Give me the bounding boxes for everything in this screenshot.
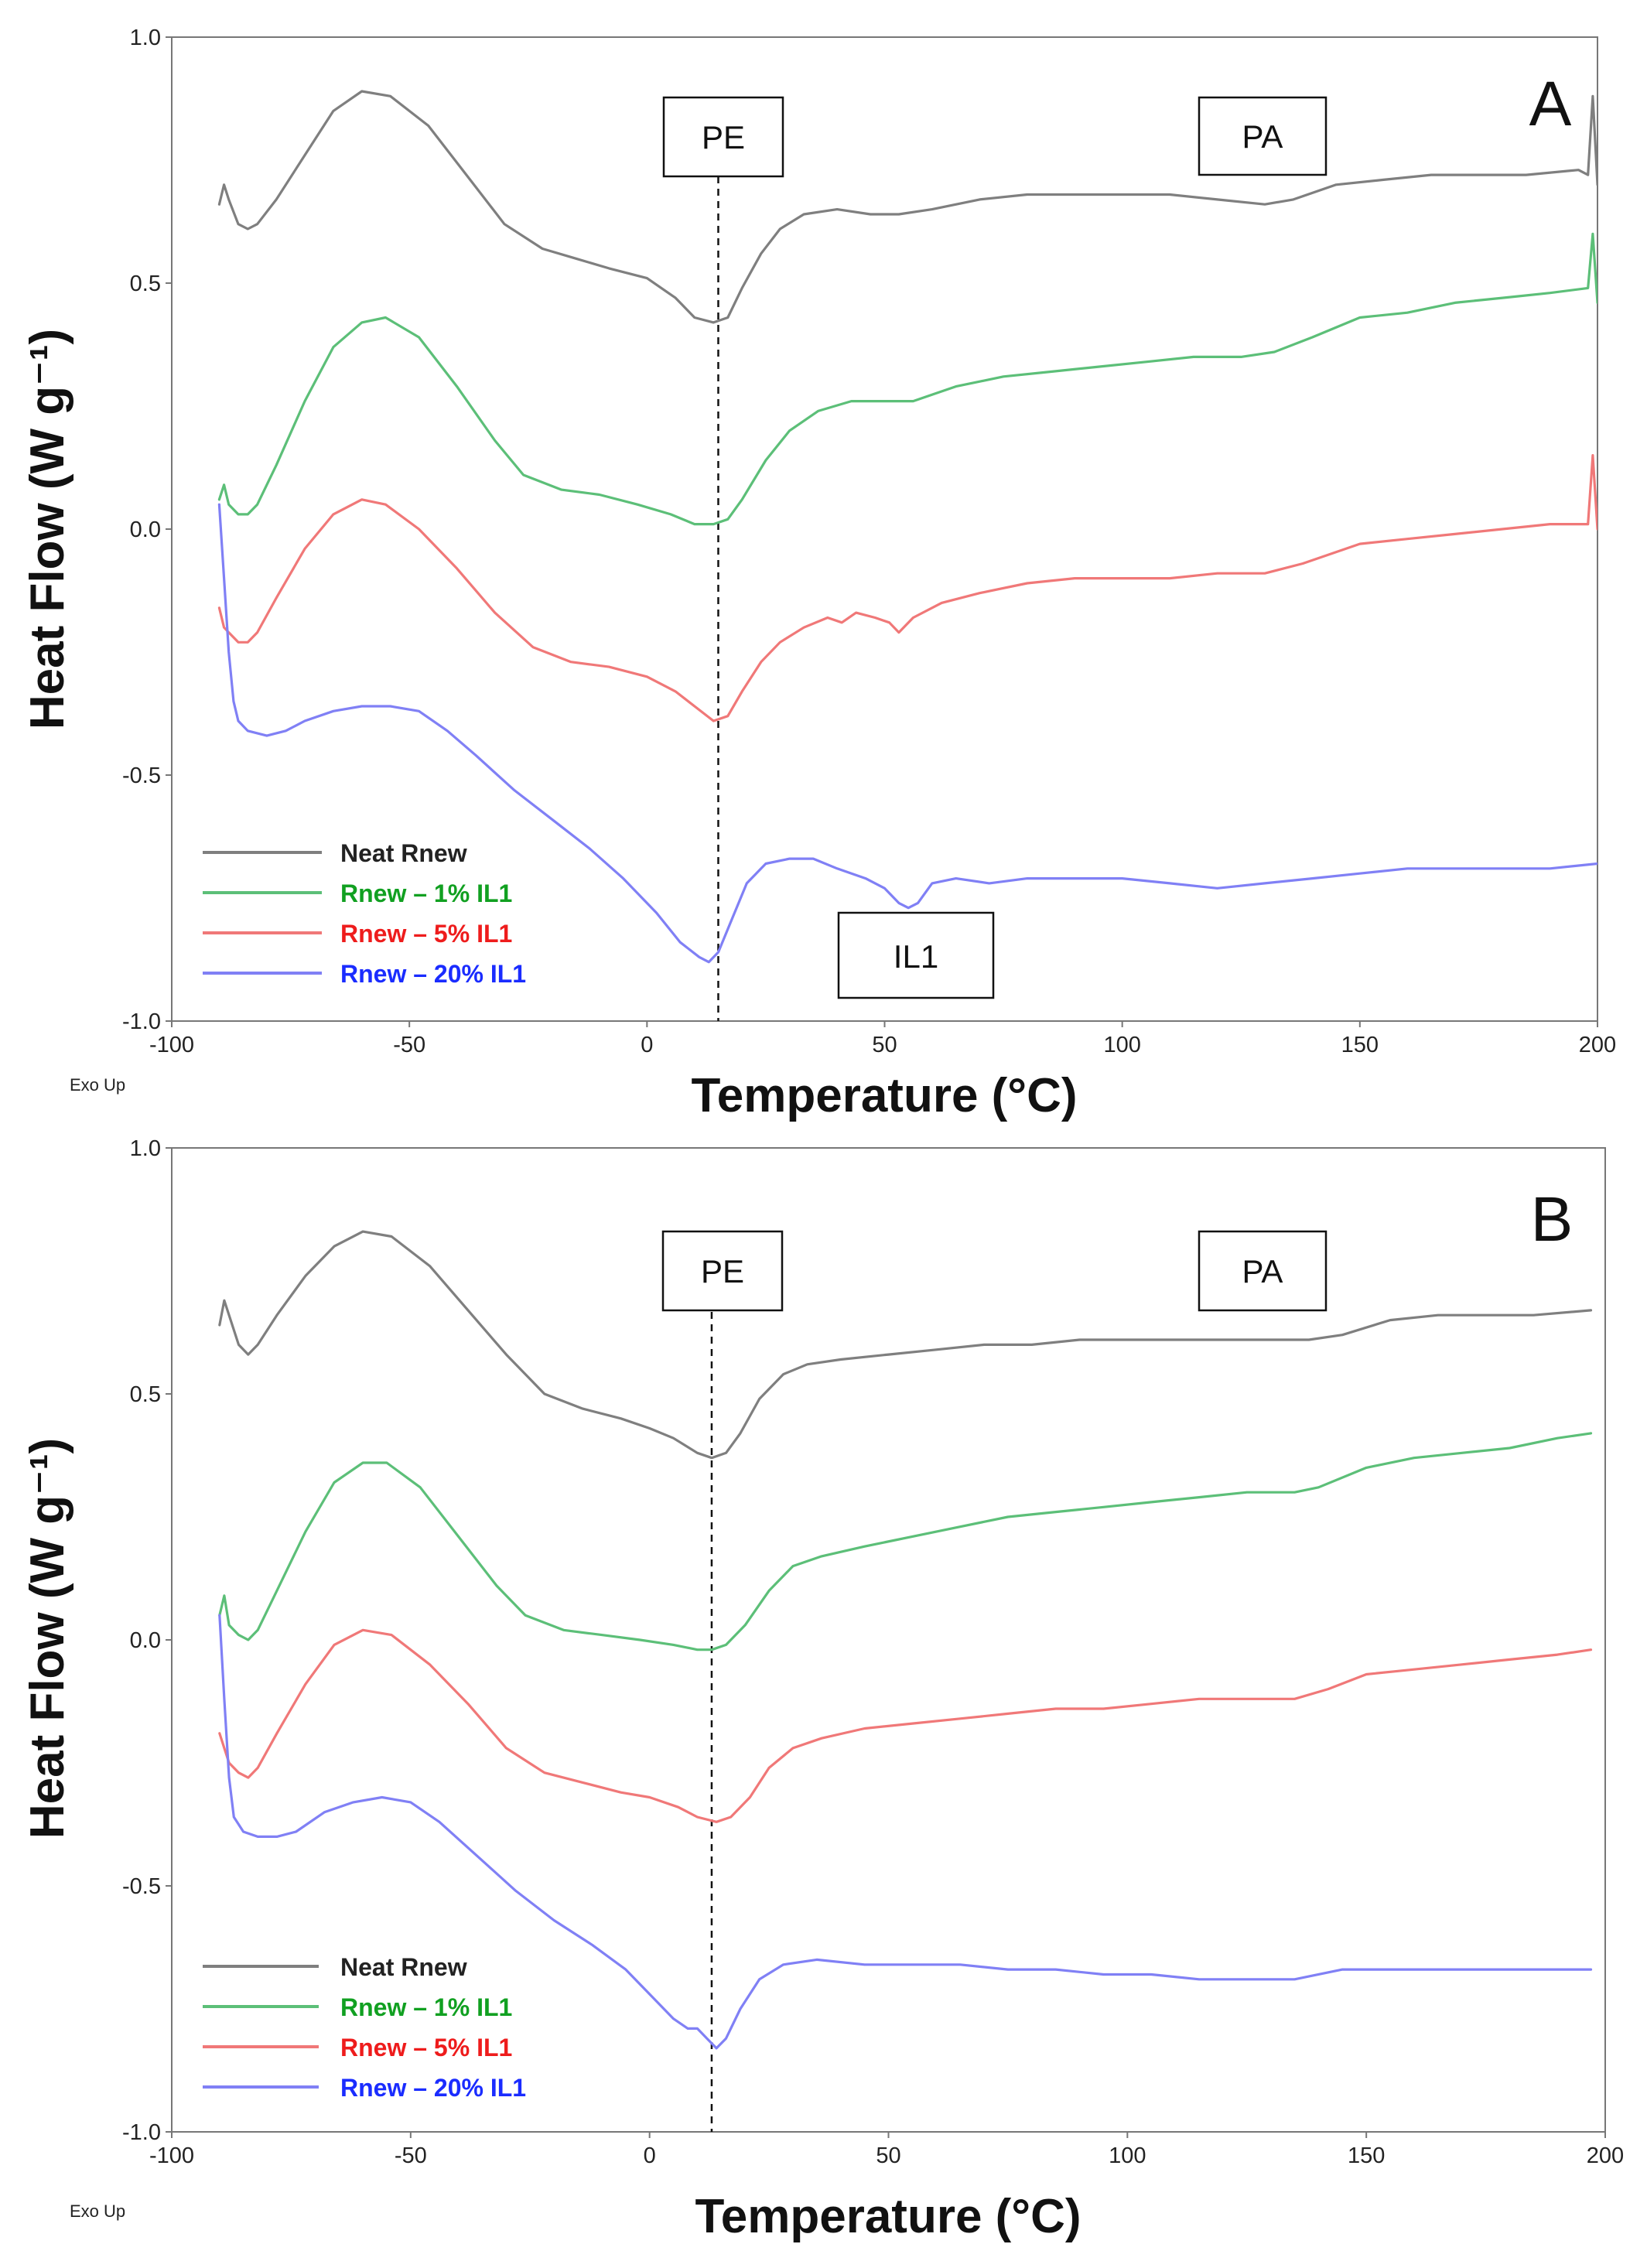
x-tick-label: 100 <box>1109 2143 1146 2168</box>
x-axis-ticks: -100 -50 0 50 100 150 200 <box>149 1021 1616 1057</box>
y-tick-label: 0.0 <box>130 517 161 542</box>
annotation-pa: PA <box>1198 96 1328 176</box>
series-neat-rnew <box>218 1230 1593 1460</box>
legend-label-5pct: Rnew – 5% IL1 <box>340 2034 512 2061</box>
series-rnew-5pct-il1 <box>218 1628 1593 1823</box>
svg-text:PE: PE <box>701 1253 744 1289</box>
legend-a: Neat Rnew Rnew – 1% IL1 Rnew – 5% IL1 Rn… <box>203 839 526 988</box>
legend-label-1pct: Rnew – 1% IL1 <box>340 1993 512 2021</box>
plot-frame <box>171 36 1598 1022</box>
x-tick-label: -100 <box>149 2143 194 2168</box>
series-rnew-1pct-il1 <box>217 232 1597 526</box>
series-neat-rnew <box>217 90 1597 324</box>
series-layer <box>217 90 1597 964</box>
y-axis-ticks: 1.0 0.5 0.0 -0.5 -1.0 <box>122 1136 172 2145</box>
annotation-il1: IL1 <box>837 911 995 999</box>
x-axis-ticks: -100 -50 0 50 100 150 200 <box>149 2132 1624 2168</box>
annotation-pa: PA <box>1198 1230 1328 1312</box>
x-tick-label: -50 <box>395 2143 427 2168</box>
y-axis-title-text: Heat Flow (W g⁻¹) <box>21 329 74 729</box>
x-tick-label: 0 <box>641 1033 653 1057</box>
y-tick-label: 0.5 <box>130 272 161 296</box>
legend-label-20pct: Rnew – 20% IL1 <box>340 2074 526 2102</box>
legend-label-neat: Neat Rnew <box>340 1953 467 1981</box>
y-tick-label: 0.5 <box>130 1382 161 1407</box>
y-axis-title: Heat Flow (W g⁻¹) <box>21 329 74 729</box>
panel-letter-a: A <box>1529 69 1572 139</box>
legend-b: Neat Rnew Rnew – 1% IL1 Rnew – 5% IL1 Rn… <box>203 1953 526 2102</box>
y-tick-label: -1.0 <box>122 2120 161 2145</box>
y-axis-title: Heat Flow (W g⁻¹) <box>21 1438 74 1839</box>
x-tick-label: 100 <box>1103 1033 1140 1057</box>
annotation-pe: PE <box>661 1230 784 1312</box>
series-rnew-5pct-il1 <box>217 453 1597 722</box>
panel-a: 1.0 0.5 0.0 -0.5 -1.0 -100 -50 0 50 100 150 200 He… <box>21 26 1616 1122</box>
y-tick-label: -0.5 <box>122 1874 161 1899</box>
legend-label-5pct: Rnew – 5% IL1 <box>340 920 512 948</box>
x-tick-label: 200 <box>1587 2143 1624 2168</box>
panel-letter-b: B <box>1531 1184 1574 1255</box>
x-tick-label: 200 <box>1579 1033 1616 1057</box>
x-tick-label: 0 <box>644 2143 656 2168</box>
y-tick-label: 1.0 <box>130 26 161 50</box>
x-tick-label: 150 <box>1348 2143 1385 2168</box>
x-tick-label: 50 <box>876 2143 900 2168</box>
legend-label-20pct: Rnew – 20% IL1 <box>340 960 526 988</box>
x-axis-title: Temperature (°C) <box>691 1069 1077 1122</box>
series-rnew-20pct-il1 <box>217 503 1597 964</box>
x-axis-title: Temperature (°C) <box>695 2190 1081 2243</box>
series-rnew-1pct-il1 <box>218 1432 1593 1651</box>
x-tick-label: -50 <box>393 1033 425 1057</box>
svg-text:IL1: IL1 <box>894 938 938 975</box>
exo-up-label: Exo Up <box>70 2201 125 2221</box>
svg-text:PE: PE <box>702 119 745 155</box>
y-tick-label: -0.5 <box>122 763 161 788</box>
legend-label-neat: Neat Rnew <box>340 839 467 867</box>
svg-text:PA: PA <box>1242 1253 1283 1289</box>
plot-frame <box>171 1147 1606 2133</box>
series-layer <box>218 1230 1593 2050</box>
exo-up-label: Exo Up <box>70 1075 125 1095</box>
svg-text:PA: PA <box>1242 118 1283 155</box>
y-axis-title-text: Heat Flow (W g⁻¹) <box>21 1438 74 1839</box>
y-tick-label: -1.0 <box>122 1009 161 1034</box>
y-tick-label: 0.0 <box>130 1628 161 1653</box>
legend-label-1pct: Rnew – 1% IL1 <box>340 880 512 907</box>
y-axis-ticks: 1.0 0.5 0.0 -0.5 -1.0 <box>122 26 172 1034</box>
y-tick-label: 1.0 <box>130 1136 161 1161</box>
series-rnew-20pct-il1 <box>218 1614 1593 2050</box>
panel-b: 1.0 0.5 0.0 -0.5 -1.0 -100 -50 0 50 100 150 200 He… <box>21 1136 1624 2243</box>
x-tick-label: -100 <box>149 1033 194 1057</box>
annotation-pe: PE <box>662 96 784 178</box>
x-tick-label: 150 <box>1341 1033 1379 1057</box>
x-tick-label: 50 <box>872 1033 897 1057</box>
